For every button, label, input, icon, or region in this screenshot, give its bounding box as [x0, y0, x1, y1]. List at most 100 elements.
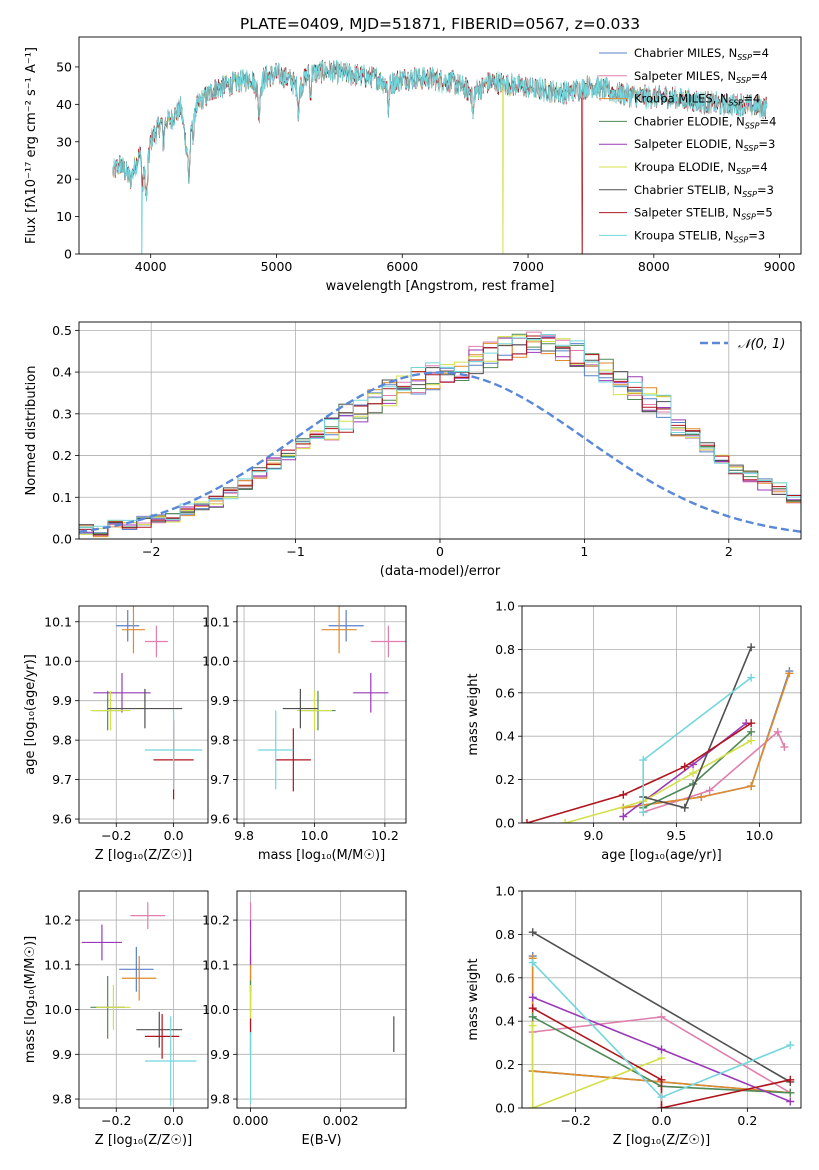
y-tick-label: 10	[56, 209, 72, 224]
panel-4: 9.0 9.5 10.0 0.0 0.2 0.4 0.6 0.8 1.0 age [log₁₀(a…	[466, 599, 802, 863]
panel-2: −0.2 0.0 9.6 9.7 9.8 9.9 10.0 10.1 Z [log₁₀(Z/Z☉…	[23, 605, 209, 863]
y-tick-label: 20	[56, 172, 72, 187]
y-tick-label: 9.9	[210, 1047, 230, 1062]
histogram-step	[79, 335, 801, 535]
x-tick-label: 10.0	[746, 828, 774, 843]
weight-line	[623, 673, 791, 809]
legend-name: Chabrier ELODIE, N	[634, 114, 745, 128]
weight-marker	[657, 1054, 666, 1063]
legend-suffix: =3	[757, 183, 774, 197]
legend-name: Salpeter STELIB, N	[634, 206, 741, 220]
axes-frame	[78, 321, 802, 540]
x-tick-label: −0.2	[101, 828, 131, 843]
weight-line	[642, 731, 752, 809]
legend-suffix: =5	[756, 206, 773, 220]
legend-suffix: =4	[760, 114, 777, 128]
panel-7: −0.2 0.0 0.2 0.0 0.2 0.4 0.6 0.8 1.0 Z [log₁₀(Z/Z…	[466, 884, 802, 1148]
x-tick-label: 0.000	[233, 1113, 269, 1128]
legend-suffix: =3	[758, 137, 775, 151]
y-tick-label: 1.0	[495, 884, 515, 899]
weight-marker	[705, 786, 714, 795]
x-tick-label: 6000	[386, 259, 418, 274]
x-tick-label: 10.0	[301, 828, 329, 843]
plot-area	[528, 928, 795, 1108]
weight-marker	[786, 1097, 795, 1106]
weight-line	[526, 722, 752, 823]
x-tick-label: 1	[580, 544, 588, 559]
weight-marker	[680, 762, 689, 771]
x-tick-label: 0	[436, 544, 444, 559]
y-tick-label: 10.1	[202, 614, 230, 629]
y-axis-label: Normed distribution	[24, 366, 39, 496]
weight-marker	[561, 819, 570, 823]
y-tick-label: 10.0	[44, 1002, 72, 1017]
weight-marker	[528, 1004, 537, 1013]
legend-suffix: =4	[752, 46, 769, 60]
y-tick-label: 9.7	[52, 772, 72, 787]
weight-marker	[747, 643, 756, 652]
y-tick-label: 0.2	[495, 772, 515, 787]
y-tick-label: 10.0	[202, 1002, 230, 1017]
x-tick-label: −1	[286, 544, 304, 559]
x-tick-label: 9.8	[234, 828, 254, 843]
y-tick-label: 50	[56, 59, 72, 74]
y-tick-label: 0.0	[495, 816, 515, 831]
y-tick-label: 40	[56, 97, 72, 112]
weight-marker	[619, 790, 628, 799]
legend-label: Kroupa STELIB, NSSP=3	[634, 228, 765, 244]
weight-marker	[747, 727, 756, 736]
weight-marker	[786, 1041, 795, 1050]
x-tick-label: 2	[725, 544, 733, 559]
legend: Chabrier MILES, N SSP =4 Salpeter MILES, N S…	[599, 46, 776, 244]
y-tick-label: 9.6	[52, 812, 72, 827]
y-tick-label: 0.4	[495, 729, 515, 744]
x-axis-label: wavelength [Angstrom, rest frame]	[326, 279, 555, 294]
spectrum-line	[112, 60, 768, 254]
histogram-step	[79, 334, 801, 529]
weight-marker	[657, 1075, 666, 1084]
histogram-step	[79, 335, 801, 536]
y-tick-label: 1.0	[495, 599, 515, 614]
weight-marker	[689, 769, 698, 778]
legend-suffix: =3	[748, 228, 765, 242]
y-tick-label: 0	[64, 247, 72, 262]
legend-name: Chabrier STELIB, N	[634, 183, 742, 197]
x-tick-label: 9000	[764, 259, 796, 274]
axes-frame	[521, 605, 802, 824]
legend-subscript: SSP	[744, 144, 759, 153]
y-tick-label: 10.1	[44, 614, 72, 629]
x-tick-label: 4000	[135, 259, 167, 274]
x-tick-label: 0.0	[652, 1113, 672, 1128]
y-tick-label: 9.8	[210, 733, 230, 748]
x-tick-label: 7000	[512, 259, 544, 274]
legend-subscript: SSP	[734, 235, 749, 244]
y-tick-label: 0.8	[495, 927, 515, 942]
legend-suffix: =4	[751, 69, 768, 83]
legend-name: Chabrier MILES, N	[634, 46, 737, 60]
y-tick-label: 0.4	[52, 365, 72, 380]
x-tick-label: 5000	[261, 259, 293, 274]
weight-marker	[619, 812, 628, 821]
weight-line	[642, 646, 752, 809]
y-axis-label: age [log₁₀(age/yr)]	[23, 654, 38, 775]
histogram-step	[79, 331, 801, 536]
x-tick-label: 0.002	[323, 1113, 359, 1128]
weight-marker	[528, 993, 537, 1002]
weight-marker	[657, 1012, 666, 1021]
y-tick-label: 10.2	[202, 913, 230, 928]
figure-title: PLATE=0409, MJD=51871, FIBERID=0567, z=0…	[240, 15, 640, 33]
axes-frame	[236, 605, 407, 824]
weight-marker	[522, 819, 531, 823]
weight-marker	[528, 1104, 537, 1108]
y-tick-label: 9.8	[210, 1092, 230, 1107]
weight-line	[532, 931, 791, 1083]
x-tick-label: 9.0	[583, 828, 603, 843]
plot-area	[258, 606, 406, 792]
y-tick-label: 0.3	[52, 406, 72, 421]
legend-name: Salpeter MILES, N	[634, 69, 736, 83]
legend-label: Chabrier STELIB, NSSP=3	[634, 183, 774, 199]
y-tick-label: 0.8	[495, 642, 515, 657]
y-tick-label: 10.0	[44, 654, 72, 669]
y-tick-label: 0.0	[495, 1101, 515, 1116]
